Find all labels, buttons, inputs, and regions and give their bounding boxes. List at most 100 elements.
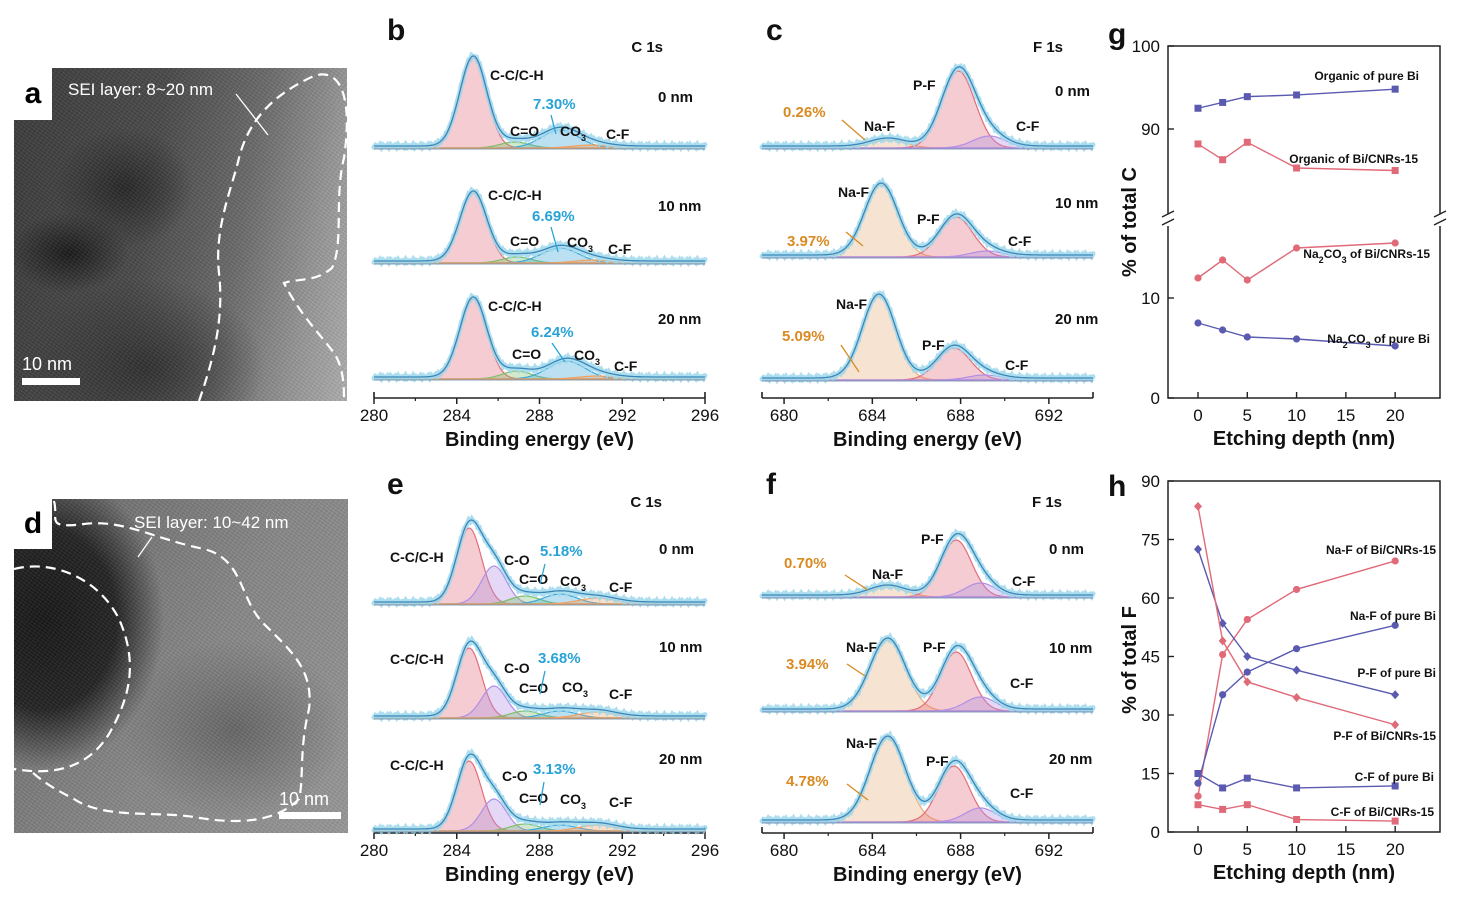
peak-label-naf: Na-F bbox=[864, 118, 896, 134]
peak-label-co3: CO3 bbox=[574, 347, 600, 367]
series-label: C-F of pure Bi bbox=[1355, 770, 1434, 784]
y-tick-label: 100 bbox=[1132, 37, 1160, 56]
data-point bbox=[1243, 668, 1251, 676]
x-tick-label: 288 bbox=[525, 406, 553, 425]
y-tick-label: 15 bbox=[1141, 765, 1160, 784]
peak-label-cc: C-C/C-H bbox=[390, 651, 444, 667]
peak-label-pf: P-F bbox=[922, 337, 945, 353]
x-tick-label: 288 bbox=[525, 841, 553, 860]
data-point bbox=[1391, 239, 1399, 247]
axis-break-mark bbox=[1433, 218, 1447, 226]
x-axis-label: Binding energy (eV) bbox=[833, 429, 1022, 451]
x-tick-label: 680 bbox=[770, 841, 798, 860]
peak-label-cf: C-F bbox=[1005, 357, 1029, 373]
series-label: P-F of Bi/CNRs-15 bbox=[1333, 729, 1436, 743]
axis-break-mark bbox=[1161, 218, 1175, 226]
data-point bbox=[1243, 138, 1251, 146]
x-tick-label: 5 bbox=[1243, 406, 1252, 425]
x-tick-label: 680 bbox=[770, 406, 798, 425]
percent-label: 3.97% bbox=[787, 233, 830, 250]
fit-envelope bbox=[762, 182, 1093, 256]
data-point bbox=[1194, 770, 1202, 777]
y-tick-label: 60 bbox=[1141, 589, 1160, 608]
x-tick-label: 20 bbox=[1386, 840, 1405, 859]
percent-label: 4.78% bbox=[786, 773, 829, 790]
series-label: Organic of Bi/CNRs-15 bbox=[1289, 152, 1418, 166]
data-point bbox=[1194, 801, 1202, 809]
percent-label: 5.18% bbox=[540, 543, 583, 560]
x-tick-label: 15 bbox=[1336, 406, 1355, 425]
peak-label-c=o: C=O bbox=[519, 680, 548, 696]
tem-image-a: SEI layer: 8~20 nm 10 nm bbox=[14, 68, 347, 401]
percent-label: 6.24% bbox=[531, 324, 574, 341]
peak-label-c=o: C=O bbox=[510, 123, 539, 139]
percent-arrow bbox=[550, 114, 557, 135]
data-point bbox=[1391, 167, 1399, 174]
sei-label: SEI layer: 10~42 nm bbox=[134, 513, 289, 532]
percent-label: 6.69% bbox=[532, 208, 575, 225]
x-tick-label: 0 bbox=[1193, 840, 1202, 859]
peak-label-pf: P-F bbox=[926, 753, 949, 769]
x-tick-label: 684 bbox=[858, 841, 886, 860]
percent-arrow bbox=[845, 231, 864, 247]
x-axis-label: Binding energy (eV) bbox=[445, 429, 634, 451]
x-axis-label: Etching depth (nm) bbox=[1213, 428, 1395, 450]
peak-label-cf: C-F bbox=[609, 686, 633, 702]
x-axis-label: Binding energy (eV) bbox=[833, 864, 1022, 886]
tem-texture bbox=[14, 499, 348, 833]
sei-arrow-d bbox=[137, 536, 153, 558]
fit-envelope bbox=[762, 66, 1093, 147]
data-point bbox=[1219, 784, 1227, 792]
tem-image-d: SEI layer: 10~42 nm 10 nm bbox=[14, 499, 348, 833]
x-tick-label: 0 bbox=[1193, 406, 1202, 425]
panel-letter: f bbox=[766, 468, 777, 501]
panel-letter: c bbox=[766, 14, 783, 47]
x-tick-label: 688 bbox=[946, 841, 974, 860]
data-point bbox=[1219, 691, 1227, 699]
data-point bbox=[1243, 276, 1251, 284]
data-point bbox=[1292, 244, 1301, 252]
y-tick-label: 10 bbox=[1141, 289, 1160, 308]
peak-label-c=o: C=O bbox=[510, 233, 539, 249]
peak-label-co3: CO3 bbox=[560, 123, 586, 143]
percent-arrow bbox=[539, 670, 546, 695]
data-point bbox=[1243, 93, 1251, 101]
peak-label-cf: C-F bbox=[1010, 675, 1034, 691]
x-tick-label: 688 bbox=[946, 406, 974, 425]
x-tick-label: 296 bbox=[691, 841, 719, 860]
panel-letter-a: a bbox=[14, 68, 52, 120]
fit-envelope bbox=[374, 296, 705, 378]
scale-bar bbox=[279, 812, 341, 819]
peak-label-pf: P-F bbox=[917, 211, 940, 227]
element-label: F 1s bbox=[1032, 494, 1062, 511]
x-tick-label: 280 bbox=[360, 406, 388, 425]
peak-label-cf: C-F bbox=[608, 241, 632, 257]
x-tick-label: 292 bbox=[608, 841, 636, 860]
sei-label: SEI layer: 8~20 nm bbox=[68, 80, 214, 99]
y-tick-label: 45 bbox=[1141, 648, 1160, 667]
x-tick-label: 15 bbox=[1336, 840, 1355, 859]
data-point bbox=[1219, 98, 1227, 106]
scale-bar-label: 10 nm bbox=[279, 789, 330, 809]
x-tick-label: 292 bbox=[608, 406, 636, 425]
peak-label-cf: C-F bbox=[1016, 118, 1040, 134]
peak-label-cc: C-C/C-H bbox=[488, 298, 542, 314]
y-tick-label: 0 bbox=[1151, 389, 1160, 408]
tem-texture bbox=[14, 68, 347, 401]
fit-envelope bbox=[762, 735, 1093, 821]
depth-label: 10 nm bbox=[1055, 195, 1098, 212]
peak-label-co: C-O bbox=[504, 660, 530, 676]
panel-letter: b bbox=[387, 14, 405, 47]
data-point bbox=[1194, 501, 1202, 511]
fit-envelope bbox=[374, 753, 705, 830]
panel-letter: h bbox=[1108, 470, 1126, 503]
y-tick-label: 75 bbox=[1141, 531, 1160, 550]
data-point bbox=[1293, 816, 1301, 824]
data-point bbox=[1243, 801, 1251, 809]
data-point bbox=[1391, 817, 1399, 825]
peak-label-c=o: C=O bbox=[519, 571, 548, 587]
peak-label-co: C-O bbox=[504, 552, 530, 568]
data-point bbox=[1194, 319, 1202, 327]
peak-label-pf: P-F bbox=[923, 639, 946, 655]
x-tick-label: 10 bbox=[1287, 406, 1306, 425]
